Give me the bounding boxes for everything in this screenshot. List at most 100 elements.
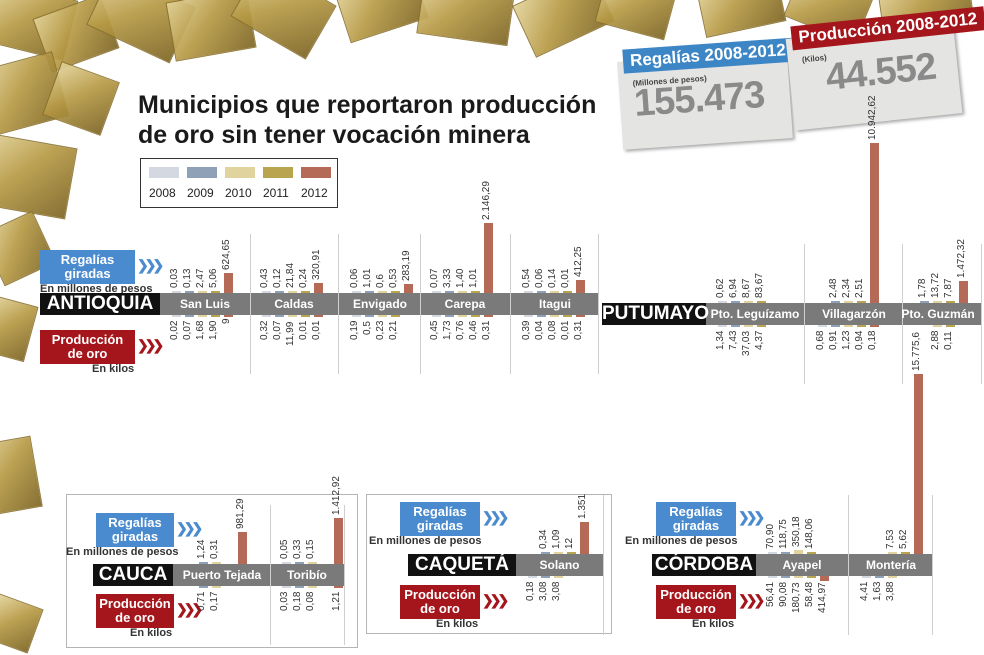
regalias-value-label: 3,33: [442, 268, 453, 288]
regalias-value-label: 0,54: [521, 268, 532, 288]
chevron-right-icon: ❯❯❯: [738, 592, 765, 608]
regalias-bar-2012: [870, 143, 879, 303]
produccion-tag-line-1: Producción: [660, 587, 732, 602]
regalias-bar-2010: [198, 291, 207, 293]
regalias-bar-2011: [563, 291, 572, 293]
regalias-value-label: 0,07: [429, 268, 440, 288]
produccion-value-label: 0,19: [349, 320, 360, 341]
chevron-right-icon: ❯❯❯: [137, 337, 164, 353]
legend-label-2011: 2011: [263, 186, 289, 200]
regalias-value-label: 2,47: [195, 268, 206, 288]
regalias-value-label: 83,67: [754, 272, 765, 298]
regalias-bar-2009: [731, 301, 740, 303]
regalias-bar-2010: [378, 291, 387, 293]
produccion-bar-2009: [537, 315, 546, 317]
regalias-bar-2009: [831, 301, 840, 303]
regalias-value-label: 0,13: [182, 268, 193, 288]
regalias-value-label: 2,51: [854, 278, 865, 298]
produccion-value-label: 0,23: [375, 320, 386, 341]
regalias-total-value: 155.473: [632, 73, 766, 125]
municipality-separator: [510, 234, 511, 374]
regalias-tag-line-2: giradas: [672, 518, 720, 533]
produccion-bar-2011: [757, 325, 766, 327]
produccion-bar-2010: [554, 576, 563, 578]
regalias-bar-2009: [920, 301, 929, 303]
produccion-bar-2012: [576, 315, 585, 317]
regalias-unit-label: En millones de pesos: [66, 546, 179, 558]
produccion-value-label: 0,46: [468, 320, 479, 341]
regalias-value-label: 0,34: [538, 529, 549, 549]
produccion-value-label: 0,01: [560, 320, 571, 341]
municipality-label: Pto. Guzmán: [901, 307, 975, 321]
produccion-value-label: 0,04: [534, 320, 545, 341]
produccion-bar-2008: [352, 315, 361, 317]
regalias-value-label: 1,01: [362, 268, 373, 288]
produccion-bar-2010: [378, 315, 387, 317]
chevron-right-icon: ❯❯❯: [137, 257, 164, 273]
regalias-tag-line-2: giradas: [111, 529, 159, 544]
regalias-bar-2009: [537, 291, 546, 293]
municipality-separator: [598, 234, 599, 374]
produccion-unit-label: En kilos: [436, 618, 479, 630]
produccion-bar-2010: [288, 315, 297, 317]
regalias-tag: Regalías giradas: [400, 502, 480, 536]
regalias-bar-2012: [334, 518, 343, 564]
produccion-bar-2012: [870, 325, 879, 327]
regalias-value-label: 13,72: [930, 272, 941, 298]
produccion-value-label: 7,43: [728, 330, 739, 351]
regalias-value-label: 10.942,62: [867, 95, 878, 141]
produccion-value-label: 0,31: [573, 320, 584, 341]
produccion-value-label: 0,39: [521, 320, 532, 341]
produccion-bar-2008: [818, 325, 827, 327]
regalias-bar-2008: [172, 291, 181, 293]
produccion-value-label: 1,90: [208, 320, 219, 341]
produccion-value-label: 1,73: [442, 320, 453, 341]
regalias-tag: Regalías giradas: [656, 502, 736, 536]
produccion-value-label: 2,88: [930, 330, 941, 351]
legend-swatch-2008: [149, 167, 179, 178]
regalias-bar-2010: [550, 291, 559, 293]
produccion-value-label: 11,99: [285, 321, 296, 346]
produccion-bar-2011: [563, 315, 572, 317]
regalias-value-label: 0,06: [534, 268, 545, 288]
produccion-value-label: 0,17: [209, 591, 220, 612]
chevron-right-icon: ❯❯❯: [176, 601, 203, 617]
regalias-bar-2009: [199, 562, 208, 564]
produccion-bar-2009: [541, 576, 550, 578]
regalias-value-label: 0,33: [292, 539, 303, 559]
produccion-tag-line-2: de oro: [420, 601, 460, 616]
produccion-unit-label: En kilos: [692, 618, 735, 630]
produccion-tag-line-1: Producción: [99, 596, 171, 611]
chart-title-line-2: de oro sin tener vocación minera: [138, 121, 530, 149]
produccion-bar-2008: [432, 315, 441, 317]
produccion-value-label: 0,08: [305, 591, 316, 612]
municipality-label: Solano: [539, 558, 580, 572]
produccion-bar-2010: [198, 315, 207, 317]
regalias-value-label: 2.146,29: [481, 181, 492, 220]
regalias-bar-2009: [185, 291, 194, 293]
regalias-bar-2012: [576, 279, 585, 293]
regalias-tag-line-1: Regalías: [669, 504, 723, 519]
produccion-value-label: 3,08: [538, 581, 549, 602]
produccion-value-label: 0,07: [182, 320, 193, 341]
municipality-separator: [603, 495, 604, 635]
year-legend: 2008 2009 2010 2011 2012: [140, 158, 338, 208]
produccion-bar-2011: [301, 315, 310, 317]
produccion-tag-line-2: de oro: [115, 610, 155, 625]
produccion-unit-label: En kilos: [92, 363, 135, 375]
regalias-value-label: 0,53: [388, 268, 399, 288]
produccion-tag: Producción de oro: [400, 585, 480, 619]
regalias-bar-2011: [807, 552, 816, 554]
produccion-bar-2010: [550, 315, 559, 317]
regalias-bar-2010: [554, 552, 563, 554]
produccion-bar-2009: [445, 315, 454, 317]
produccion-bar-2009: [781, 576, 790, 578]
municipality-label: Carepa: [444, 297, 486, 311]
produccion-value-label: 1,21: [331, 591, 342, 612]
regalias-bar-2012: [914, 374, 923, 554]
municipality-label: Envigado: [352, 297, 407, 311]
produccion-bar-2012: [820, 576, 829, 581]
regalias-bar-2010: [794, 550, 803, 554]
regalias-tag-line-1: Regalías: [60, 252, 115, 267]
produccion-total-value: 44.552: [823, 45, 938, 99]
